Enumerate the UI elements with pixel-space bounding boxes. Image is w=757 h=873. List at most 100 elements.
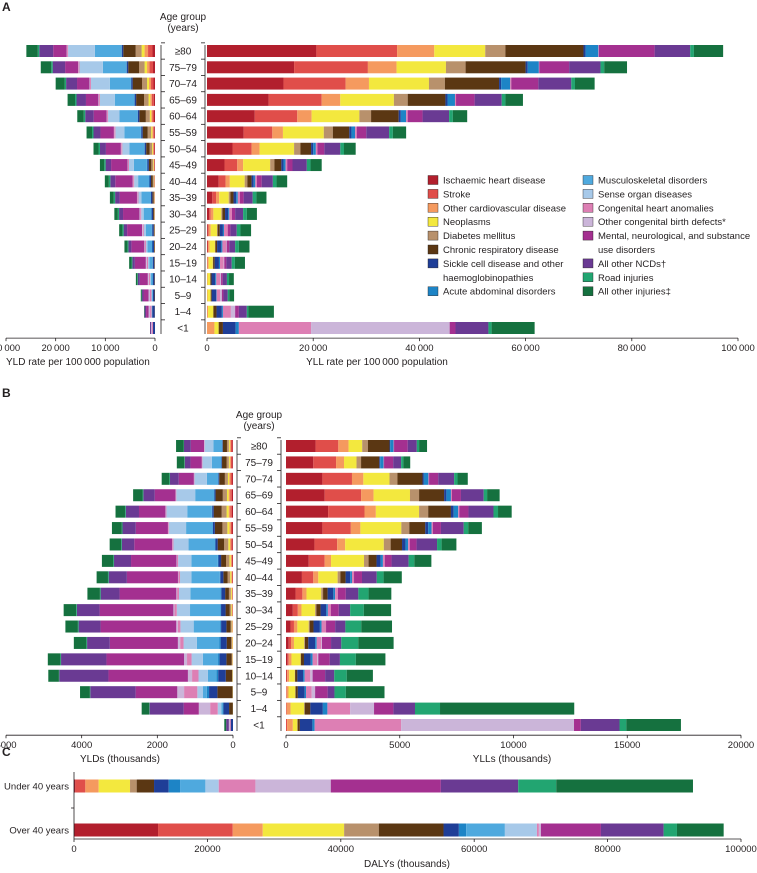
right-tick-label: 20 000	[299, 343, 327, 354]
bar-segment-left-ncd	[226, 719, 229, 731]
bar-segment-right-scd	[422, 472, 424, 485]
bar-segment-left-neo	[152, 142, 154, 155]
panel-a-label: A	[2, 0, 11, 14]
bar-segment-right-ihd	[207, 240, 208, 253]
bar-segment-right-crd	[247, 175, 252, 188]
bar-segment-right-crd	[323, 587, 328, 600]
bar-segment-left-inj	[40, 61, 52, 74]
bar-segment-left-msk	[202, 686, 207, 699]
right-tick-label: 100 000	[721, 343, 755, 354]
legend-label: Road injuries	[598, 273, 654, 284]
bar-segment-right-neo	[219, 191, 229, 204]
bar-segment-left-inj	[161, 472, 170, 485]
age-group-label: 55–59	[245, 524, 273, 535]
bar-segment-right-scd	[425, 522, 429, 535]
legend-label: Sense organ diseases	[598, 189, 692, 200]
bar-segment-left-ncd	[108, 571, 127, 584]
bar-segment-left-inj	[101, 554, 114, 567]
bar-segment-right-crd	[210, 289, 212, 302]
bar-segment-right-ncd	[440, 522, 464, 535]
bar-segment-left-dm	[144, 93, 149, 106]
bar-segment-left-ocbd	[176, 587, 178, 600]
right-axis-title: YLL rate per 100 000 population	[306, 357, 448, 368]
bar-segment-left-sense	[90, 77, 110, 90]
bar-segment-right-dm	[323, 126, 333, 139]
bar-segment-right-ihd	[207, 110, 255, 123]
bar-segment-sense	[205, 779, 219, 793]
bar-segment-left-ncd	[123, 224, 128, 237]
bar-segment-right-dm	[383, 538, 391, 551]
bar-segment-right-inj	[491, 322, 535, 334]
bar-segment-right-mental	[394, 440, 408, 452]
legend-label: haemoglobinopathies	[443, 273, 534, 284]
age-group-label: 25–29	[245, 622, 273, 633]
bar-segment-right-dm	[221, 207, 223, 220]
bar-segment-right-ncd	[338, 604, 351, 617]
bar-segment-left-scd	[220, 571, 224, 584]
bar-segment-right-abd	[380, 456, 384, 469]
bar-segment-left-neo	[226, 505, 229, 518]
bar-segment-right-scd	[225, 207, 229, 220]
bar-segment-right-inj	[403, 456, 411, 469]
age-group-label: 50–54	[245, 540, 273, 551]
legend-swatch-ocvd	[427, 203, 439, 213]
bar-segment-left-road	[117, 207, 120, 220]
bar-segment-right-mental	[409, 538, 417, 551]
bar-segment-left-road	[131, 256, 133, 269]
bar-segment-left-ncd	[76, 93, 86, 106]
legend-swatch-stroke	[427, 189, 439, 199]
bar-segment-right-chd	[321, 620, 327, 633]
age-group-label: 30–34	[169, 209, 197, 220]
bar-segment-right-stroke	[286, 719, 288, 731]
bar-segment-left-inj	[26, 45, 38, 57]
bar-segment-right-mental	[221, 273, 223, 286]
bar-segment-right-dm	[308, 620, 310, 633]
bar-segment-right-scd	[281, 159, 284, 172]
bar-segment-left-road	[60, 653, 62, 666]
bar-segment-right-neo	[368, 77, 429, 90]
bar-segment-right-ocbd	[401, 719, 575, 731]
bar-segment-left-mental	[115, 175, 133, 188]
bar-segment-left-ncd	[149, 702, 184, 715]
left-tick-label: 0	[152, 343, 157, 354]
age-group-label: ≥80	[175, 47, 192, 58]
bar-segment-right-inj	[248, 305, 274, 318]
bar-segment-left-msk	[187, 505, 212, 518]
bar-segment-right-inj	[276, 175, 288, 188]
bar-segment-left-chd	[150, 305, 152, 318]
bar-segment-left-mental	[131, 240, 145, 253]
age-group-label: 55–59	[169, 128, 197, 139]
bar-segment-right-ncd	[261, 175, 273, 188]
bar-segment-right-ihd	[207, 142, 233, 155]
x-tick-label: 80000	[594, 844, 620, 855]
bar-segment-left-inj	[109, 538, 122, 551]
bar-segment-right-stroke	[209, 207, 211, 220]
bar-segment-left-crd	[154, 256, 155, 269]
bar-segment-right-chd	[222, 305, 231, 318]
bar-segment-left-chd	[78, 61, 80, 74]
bar-segment-right-inj	[693, 45, 724, 57]
legend-label: All other injuries‡	[598, 287, 671, 298]
right-tick-label: 0	[204, 343, 209, 354]
bar-segment-left-chd	[175, 489, 177, 502]
bar-segment-left-ncd	[87, 636, 110, 649]
bar-segment-right-ncd	[438, 472, 455, 485]
bar-segment-left-ncd	[66, 77, 78, 90]
bar-segment-left-chd	[229, 719, 231, 731]
bar-segment-left-abd	[216, 669, 219, 682]
bar-segment-right-mental	[221, 289, 224, 302]
left-tick-label: 10 000	[91, 343, 119, 354]
bar-segment-left-sense	[178, 587, 191, 600]
bar-segment-left-ncd	[90, 686, 136, 699]
bar-segment-right-chd	[428, 472, 430, 485]
bar-segment-right-inj	[457, 472, 468, 485]
bar-segment-right-ocvd	[288, 653, 292, 666]
bar-segment-right-ihd	[286, 538, 315, 551]
bar-segment-right-mental	[317, 142, 325, 155]
bar-segment-right-crd	[297, 719, 300, 731]
bar-segment-right-dm	[401, 522, 410, 535]
bar-segment-left-neo	[227, 472, 230, 485]
bar-segment-left-ocbd	[177, 571, 179, 584]
bar-segment-left-scd	[221, 456, 223, 469]
bar-segment-right-chd	[454, 93, 457, 106]
